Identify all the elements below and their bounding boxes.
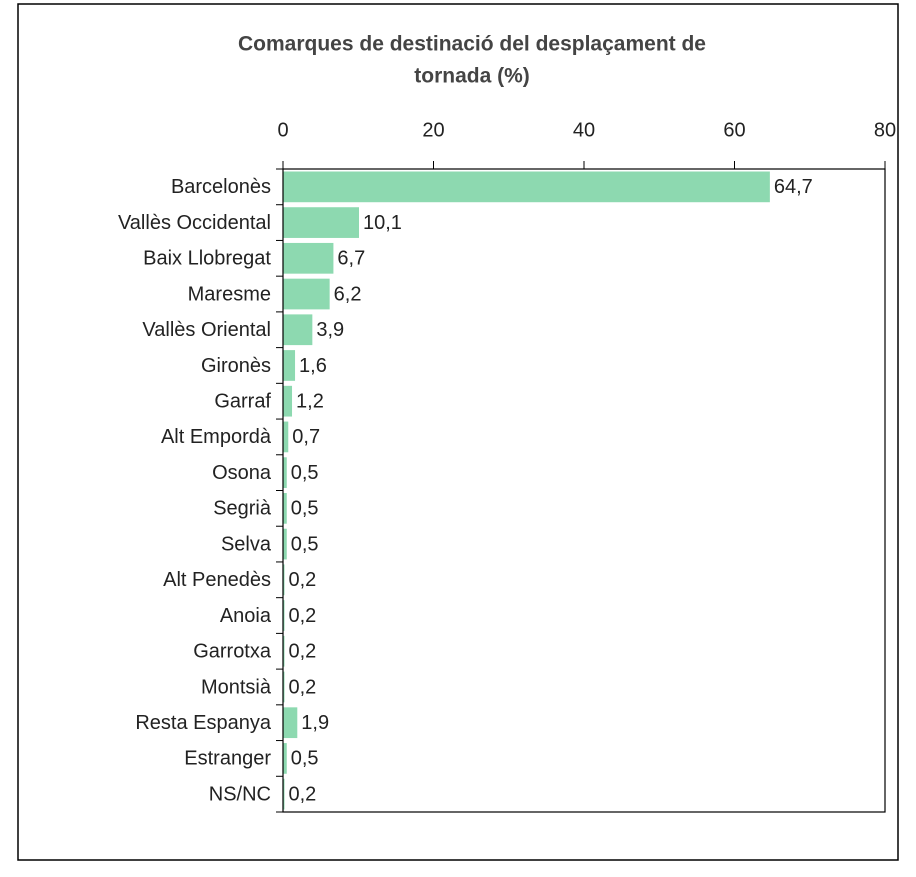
y-tick-label: Resta Espanya: [135, 712, 272, 734]
data-label: 0,5: [291, 533, 319, 555]
bar: [283, 278, 330, 310]
y-tick-label: Garrotxa: [193, 641, 272, 663]
y-tick-label: Selva: [221, 533, 272, 555]
data-label: 64,7: [774, 176, 813, 198]
x-tick-label: 80: [874, 119, 896, 141]
data-label: 6,7: [337, 248, 365, 270]
x-tick-label: 40: [573, 119, 595, 141]
y-tick-label: Montsià: [201, 676, 272, 698]
bar: [283, 242, 334, 274]
bar: [283, 600, 285, 631]
data-label: 6,2: [334, 283, 362, 305]
data-label: 0,7: [292, 426, 320, 448]
x-tick-label: 60: [723, 119, 745, 141]
data-label: 0,2: [289, 605, 317, 627]
bar: [283, 528, 287, 560]
data-label: 1,2: [296, 390, 324, 412]
data-label: 10,1: [363, 212, 402, 234]
bar: [283, 207, 360, 238]
bar: [283, 171, 770, 203]
data-label: 0,2: [289, 569, 317, 591]
y-tick-label: Anoia: [220, 605, 272, 627]
y-tick-label: Gironès: [201, 355, 271, 377]
data-label: 0,5: [291, 462, 319, 484]
bar: [283, 314, 313, 346]
y-tick-label: Vallès Oriental: [142, 319, 271, 341]
data-label: 0,5: [291, 748, 319, 770]
data-label: 0,2: [289, 641, 317, 663]
data-label: 0,2: [289, 676, 317, 698]
y-tick-label: Estranger: [184, 748, 271, 770]
bar: [283, 707, 298, 739]
y-tick-label: Vallès Occidental: [118, 212, 271, 234]
plot-frame: [282, 168, 886, 813]
y-tick-label: Segrià: [213, 498, 272, 520]
bar: [283, 385, 293, 417]
bar: [283, 635, 285, 667]
data-label: 0,2: [289, 783, 317, 805]
y-tick-label: Barcelonès: [171, 176, 271, 198]
bar: [283, 457, 287, 488]
data-label: 3,9: [316, 319, 344, 341]
bar: [283, 350, 296, 381]
y-tick-label: NS/NC: [209, 783, 271, 805]
bar: [283, 421, 289, 453]
y-tick-label: Garraf: [214, 390, 271, 412]
y-tick-label: Alt Penedès: [163, 569, 271, 591]
bar: [283, 671, 285, 703]
bar: [283, 743, 287, 774]
y-tick-label: Baix Llobregat: [143, 248, 271, 270]
chart-title: tornada (%): [414, 65, 530, 88]
x-tick-label: 0: [277, 119, 288, 141]
data-label: 1,6: [299, 355, 327, 377]
bar: [283, 564, 285, 596]
x-tick-label: 20: [422, 119, 444, 141]
y-tick-label: Osona: [212, 462, 272, 484]
bar: [283, 778, 285, 810]
y-tick-label: Maresme: [188, 283, 271, 305]
y-tick-label: Alt Empordà: [161, 426, 272, 448]
chart-title: Comarques de destinació del desplaçament…: [238, 33, 706, 56]
bar: [283, 493, 287, 524]
data-label: 1,9: [301, 712, 329, 734]
data-label: 0,5: [291, 498, 319, 520]
chart-border: [17, 3, 899, 861]
